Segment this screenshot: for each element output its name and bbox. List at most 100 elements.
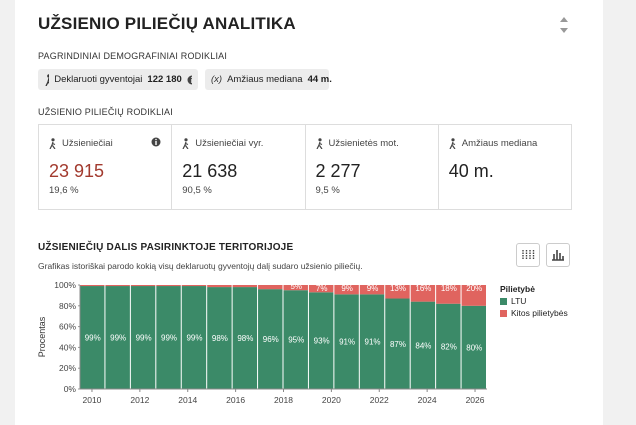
bar-segment — [181, 285, 207, 287]
legend-swatch — [500, 310, 507, 317]
card-value: 40 m. — [448, 161, 494, 181]
bar-segment — [359, 285, 385, 295]
indicator-card: Užsieniečiai 23 915 19,6 % — [39, 125, 173, 209]
bar-segment — [385, 285, 410, 299]
person-icon — [182, 138, 189, 149]
x-tick-label: 2022 — [370, 395, 389, 405]
person-icon — [449, 138, 456, 149]
value-label: 93% — [314, 337, 330, 346]
card-label-text: Užsieniečiai vyr. — [195, 138, 264, 149]
x-tick-label: 2012 — [130, 395, 149, 405]
x-tick-label: 2010 — [83, 395, 102, 405]
card-label: Užsieniečiai vyr. — [182, 138, 263, 149]
bar-segment — [80, 285, 105, 287]
card-share: 19,6 % — [49, 185, 79, 196]
value-label: 99% — [186, 334, 202, 343]
demographic-chip: (x) Amžiaus mediana 44 m. — [205, 69, 332, 90]
card-label: Užsieniečiai — [49, 138, 113, 149]
value-label: 80% — [466, 343, 482, 352]
value-label: 98% — [212, 334, 228, 343]
info-icon[interactable] — [187, 75, 192, 85]
page-title: UŽSIENIO PILIEČIŲ ANALITIKA — [38, 14, 296, 33]
card-label: Užsienietės mot. — [315, 138, 399, 149]
bar-segment — [436, 303, 461, 389]
chart-view-button[interactable] — [546, 243, 570, 267]
bar-segment — [410, 301, 436, 389]
card-label-text: Užsienietės mot. — [328, 138, 399, 149]
value-label: 99% — [161, 334, 177, 343]
bar-segment — [461, 305, 486, 389]
bar-segment — [80, 286, 105, 389]
y-tick-label: 80% — [59, 301, 76, 311]
chip-label: Deklaruoti gyventojai — [54, 74, 143, 85]
card-label-text: Užsieniečiai — [62, 138, 113, 149]
value-label: 99% — [136, 334, 152, 343]
value-label: 18% — [441, 284, 457, 293]
bar-segment — [334, 294, 359, 389]
legend-label: LTU — [511, 296, 526, 306]
card-label-text: Amžiaus mediana — [461, 138, 538, 149]
bar-segment — [156, 286, 181, 389]
person-icon — [49, 138, 56, 149]
indicator-cards: Užsieniečiai 23 915 19,6 % Užsieniečiai … — [38, 124, 572, 210]
bar-segment — [232, 287, 258, 389]
y-tick-label: 20% — [59, 363, 76, 373]
chip-label: Amžiaus mediana — [227, 74, 303, 85]
bar-segment — [181, 286, 207, 389]
bar-segment — [436, 285, 461, 304]
bar-segment — [385, 298, 410, 389]
y-axis-label: Procentas — [37, 316, 47, 357]
value-label: 13% — [390, 284, 406, 293]
bar-segment — [461, 285, 486, 306]
x-tick-label: 2020 — [322, 395, 341, 405]
bar-segment — [359, 294, 385, 389]
value-label: 87% — [390, 340, 406, 349]
chip-value: 44 m. — [307, 74, 332, 85]
value-label: 16% — [415, 284, 431, 293]
bar-segment — [232, 285, 258, 288]
legend-title: Pilietybė — [500, 284, 535, 294]
x-tick-label: 2018 — [274, 395, 293, 405]
chart: 0% 20% 40% 60% 80% 100% Procentas 99% 99% 99% 99% 9… — [37, 280, 568, 405]
section-heading: PAGRINDINIAI DEMOGRAFINIAI RODIKLIAI — [38, 51, 228, 61]
indicator-card: Užsieniečiai vyr. 21 638 90,5 % — [172, 125, 306, 209]
value-label: 82% — [441, 342, 457, 351]
y-tick-label: 0% — [64, 384, 77, 394]
chip-icon: (x) — [211, 74, 223, 85]
value-label: 91% — [339, 338, 355, 347]
card-share: 9,5 % — [315, 185, 340, 196]
value-label: 95% — [288, 336, 304, 345]
y-tick-label: 100% — [54, 280, 76, 290]
value-label: 20% — [466, 284, 482, 293]
value-label: 96% — [263, 335, 279, 344]
bar-segment — [130, 286, 156, 389]
sort-arrows — [560, 17, 568, 33]
x-tick-label: 2014 — [178, 395, 197, 405]
bar-segment — [258, 285, 283, 290]
bar-segment — [410, 285, 436, 302]
bar-segment — [308, 285, 334, 293]
demographic-chip: Deklaruoti gyventojai 122 180 — [38, 69, 198, 90]
bar-segment — [308, 292, 334, 389]
value-label: 9% — [367, 284, 379, 293]
indicator-card: Amžiaus mediana 40 m. — [439, 125, 571, 209]
bar-segment — [105, 286, 130, 389]
bar-segment — [105, 285, 130, 287]
card-value: 21 638 — [182, 161, 238, 181]
bar-segment — [258, 289, 283, 389]
sort-toggle[interactable] — [558, 14, 570, 36]
chart-subtitle: Grafikas istoriškai parodo kokią visų de… — [38, 261, 363, 271]
x-tick-label: 2024 — [418, 395, 437, 405]
bar-segment — [207, 285, 232, 288]
value-label: 5% — [290, 282, 302, 291]
value-label: 9% — [341, 284, 353, 293]
table-view-button[interactable] — [516, 243, 540, 267]
section-heading: UŽSIENIO PILIEČIŲ RODIKLIAI — [38, 107, 173, 117]
info-icon[interactable] — [151, 137, 161, 147]
value-label: 84% — [415, 341, 431, 350]
card-value: 2 277 — [315, 161, 361, 181]
bar-segment — [130, 285, 156, 287]
chip-value: 122 180 — [147, 74, 182, 85]
table-icon — [522, 250, 535, 260]
